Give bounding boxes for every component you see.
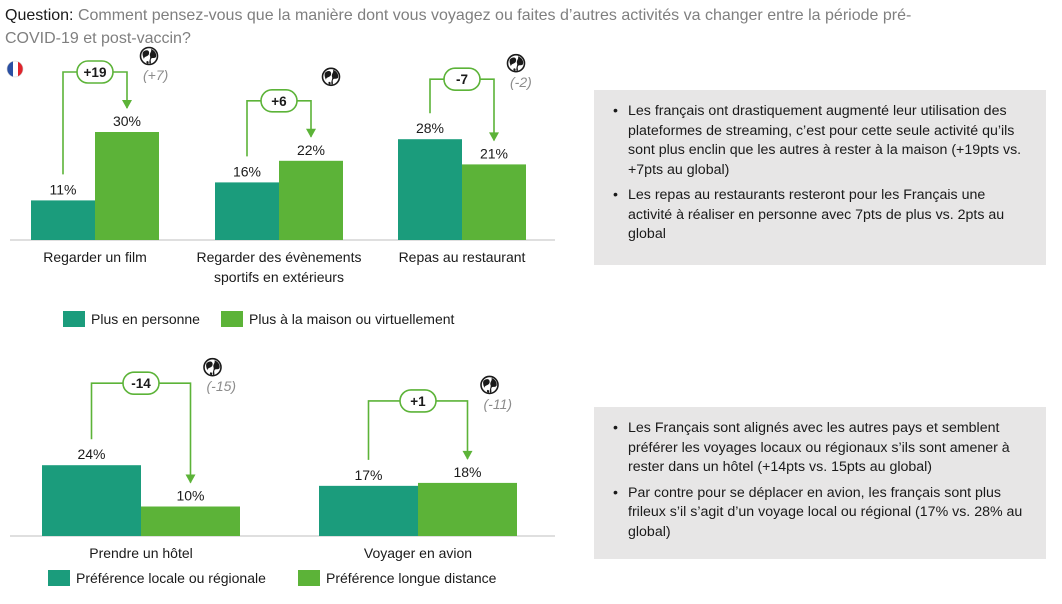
legend-swatch — [63, 311, 85, 327]
globe-land — [209, 372, 213, 376]
bar-series-1 — [31, 200, 95, 240]
globe-land — [513, 68, 516, 72]
legend-label: Plus à la maison ou virtuellement — [249, 311, 455, 327]
category-label: Prendre un hôtel — [89, 545, 193, 561]
legend-label: Plus en personne — [91, 311, 200, 327]
france-flag-icon — [6, 60, 24, 78]
globe-land — [483, 379, 490, 388]
delta-pill — [122, 371, 160, 396]
globe-land — [486, 389, 490, 393]
insight-box-2: Les Français sont alignés avec les autre… — [594, 407, 1046, 559]
data-label: 21% — [480, 145, 508, 161]
delta-arrowhead — [306, 128, 316, 138]
delta-label: +1 — [410, 394, 426, 409]
globe-land — [206, 361, 213, 371]
legend-label: Préférence longue distance — [326, 570, 497, 586]
data-label: 24% — [77, 446, 105, 462]
delta-pill — [76, 60, 114, 84]
bar-series-1 — [319, 485, 418, 536]
question-label: Question: — [5, 7, 74, 24]
insight-bullet: Les français ont drastiquement augmenté … — [613, 102, 1032, 180]
globe-land — [509, 57, 517, 67]
data-label: 10% — [176, 488, 204, 504]
legend-swatch — [48, 570, 70, 586]
data-label: 16% — [233, 163, 261, 179]
globe-land — [489, 377, 497, 393]
delta-label: -7 — [456, 72, 468, 87]
globe-icon — [480, 375, 499, 395]
data-label: 18% — [453, 464, 481, 480]
delta-arrowhead — [122, 100, 132, 109]
bar-series-2 — [95, 132, 159, 240]
delta-pill — [399, 389, 437, 413]
category-label: Repas au restaurant — [399, 249, 526, 265]
category-label: Regarder un film — [43, 249, 147, 265]
globe-land — [324, 71, 332, 80]
delta-pill — [443, 67, 481, 91]
delta-arrowhead — [489, 132, 499, 142]
global-delta-label: (-11) — [484, 396, 513, 412]
delta-label: +6 — [271, 94, 287, 109]
delta-pill — [260, 89, 298, 113]
bar-series-2 — [462, 164, 526, 240]
data-label: 11% — [50, 181, 77, 197]
globe-land — [142, 50, 150, 59]
insight-bullet: Les Français sont alignés avec les autre… — [613, 419, 1032, 478]
delta-arrowhead — [462, 450, 473, 460]
bar-series-2 — [279, 160, 343, 240]
globe-land — [146, 61, 149, 64]
insight-box-1: Les français ont drastiquement augmenté … — [594, 90, 1046, 265]
bar-series-2 — [141, 506, 240, 536]
globe-land — [328, 81, 331, 85]
global-delta-label: (-2) — [510, 74, 532, 90]
delta-label: +19 — [84, 65, 107, 80]
globe-icon — [203, 357, 222, 377]
bar-series-1 — [398, 139, 462, 240]
globe-land — [212, 360, 220, 376]
insight-bullet: Par contre pour se déplacer en avion, le… — [613, 484, 1032, 543]
insight-bullet: Les repas au restaurants resteront pour … — [613, 186, 1032, 245]
data-label: 17% — [354, 467, 382, 483]
bar-series-1 — [42, 465, 141, 536]
category-label: sportifs en extérieurs — [214, 269, 344, 285]
delta-label: -14 — [131, 376, 151, 391]
globe-icon — [506, 53, 526, 73]
legend-swatch — [221, 311, 243, 327]
data-label: 28% — [416, 120, 444, 136]
data-label: 30% — [113, 113, 141, 129]
globe-land — [331, 69, 339, 85]
legend-label: Préférence locale ou régionale — [76, 570, 266, 586]
category-label: Voyager en avion — [364, 545, 472, 561]
global-delta-label: (+7) — [143, 67, 168, 83]
globe-icon — [321, 67, 341, 87]
bar-series-1 — [215, 182, 279, 240]
question-text: Question: Comment pensez-vous que la man… — [5, 4, 945, 50]
delta-arrowhead — [185, 474, 196, 484]
globe-icon — [139, 46, 159, 66]
question-body: Comment pensez-vous que la manière dont … — [5, 7, 912, 47]
globe-land — [149, 49, 157, 64]
category-label: Regarder des évènements — [197, 249, 362, 265]
data-label: 22% — [297, 142, 325, 158]
globe-land — [516, 56, 524, 72]
bar-series-2 — [418, 482, 517, 536]
global-delta-label: (-15) — [207, 378, 237, 394]
legend-swatch — [298, 570, 320, 586]
